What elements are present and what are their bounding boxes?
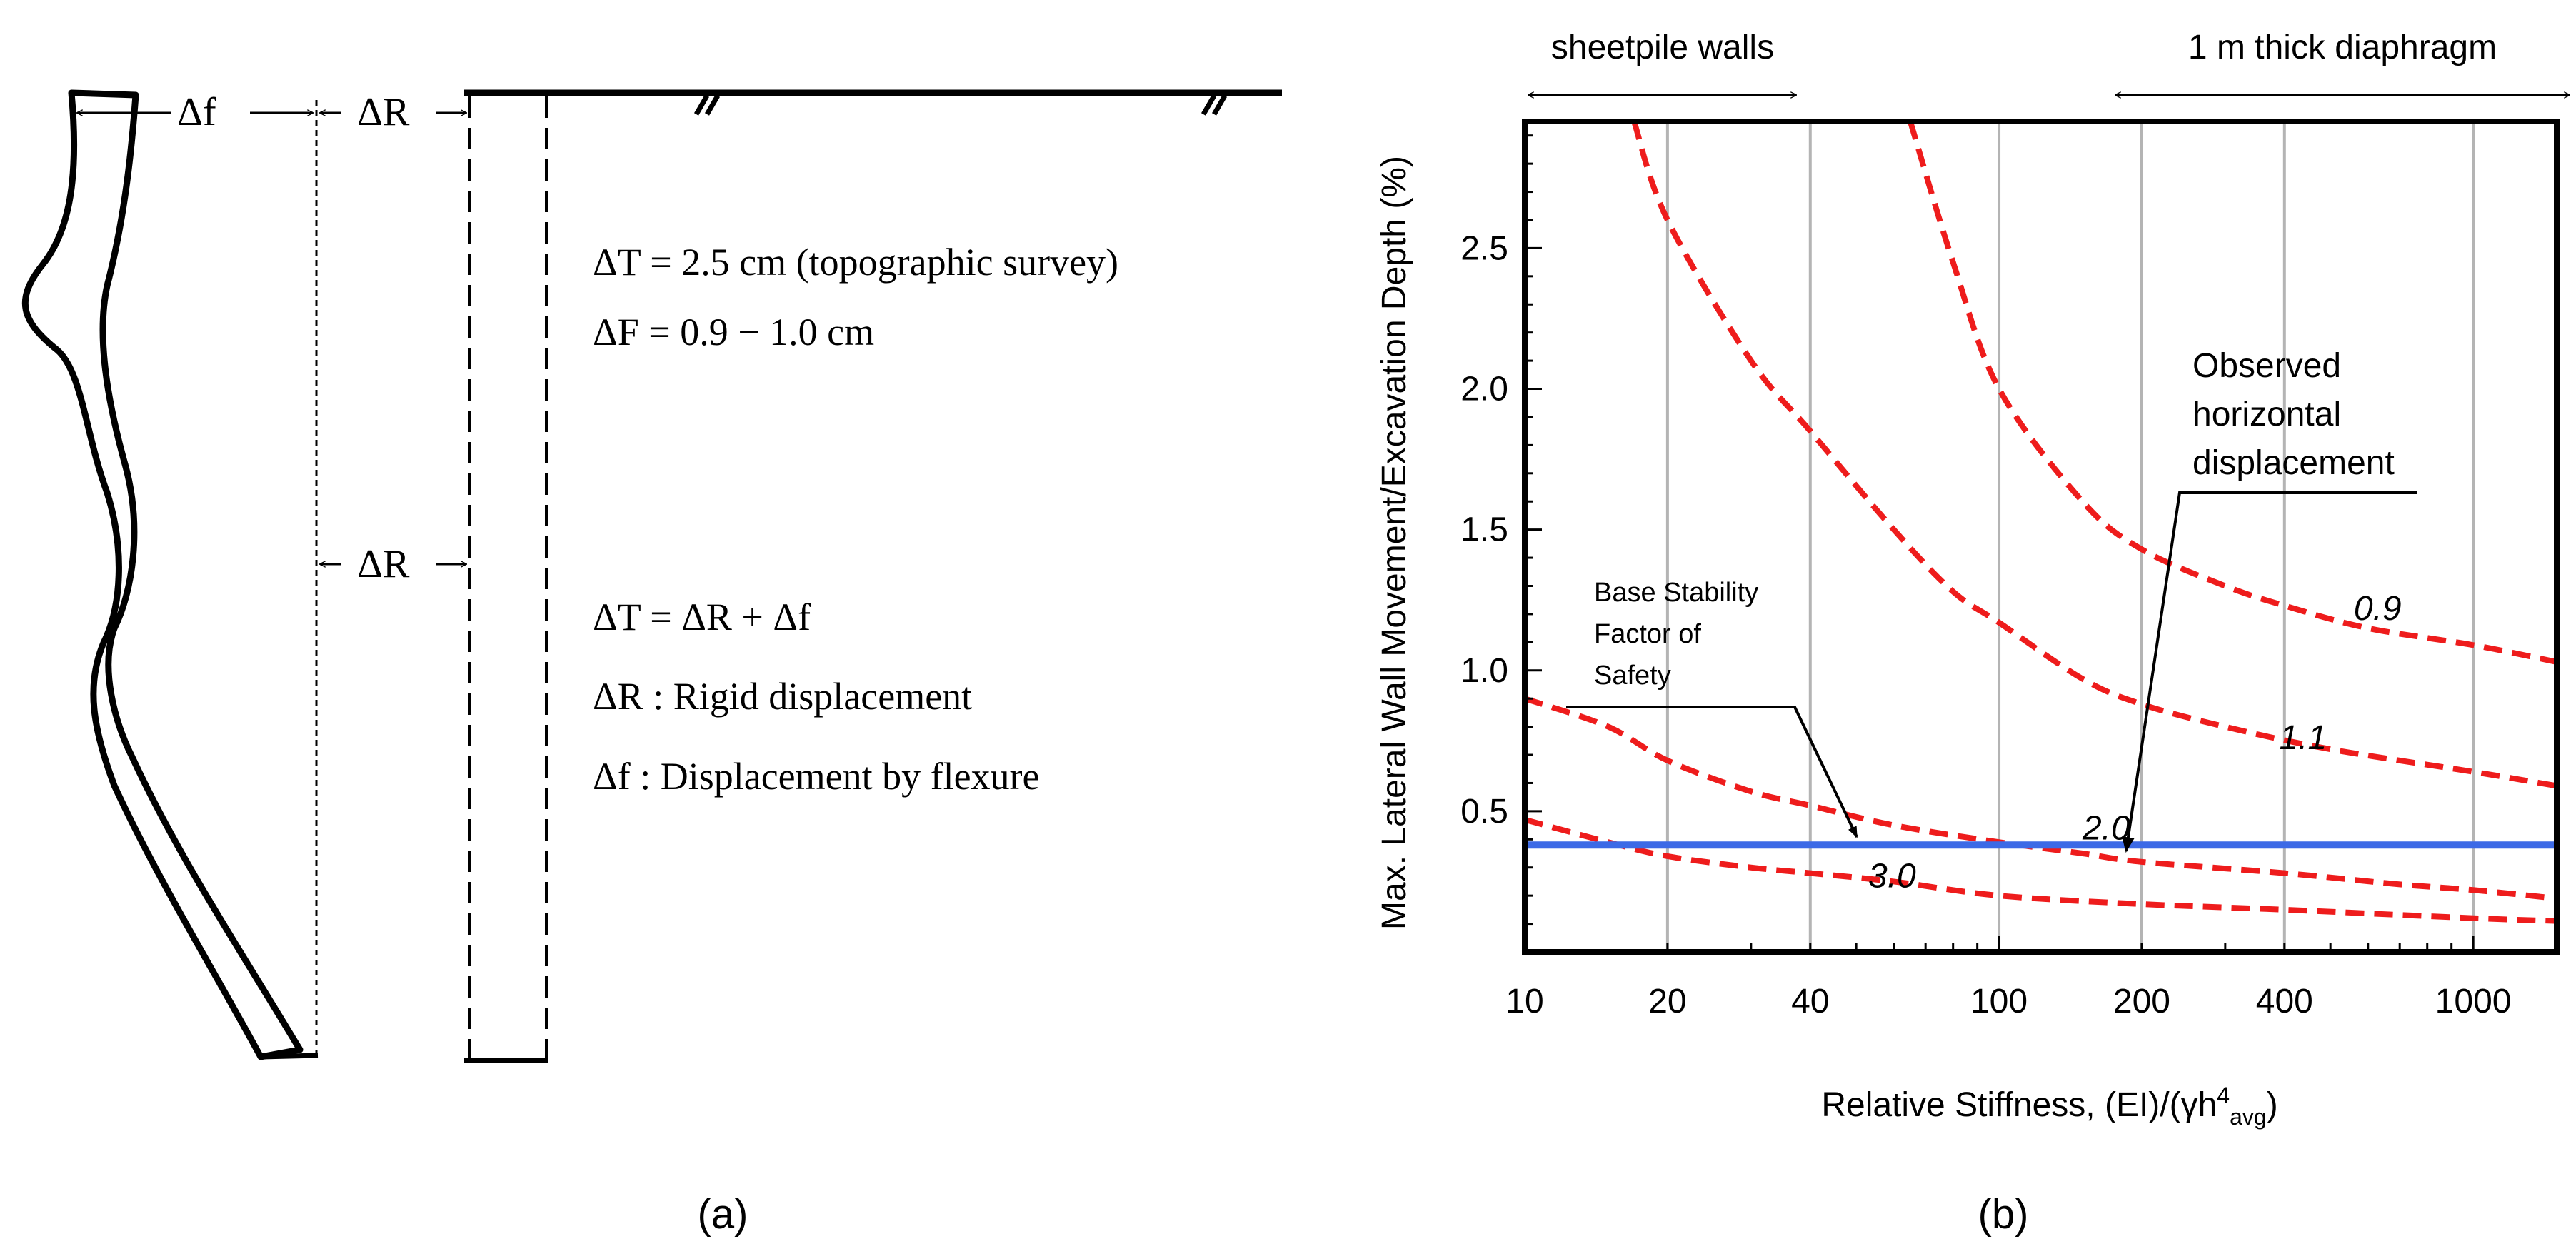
series-line-2-0: [1525, 696, 2557, 902]
fs-line-2: Factor of: [1594, 619, 1701, 649]
ground-hatch-2: [1201, 94, 1228, 116]
panel-b: sheetpile walls 1 m thick diaphragm Max.…: [1375, 29, 2570, 1238]
x-tick-label-40: 40: [1791, 983, 1829, 1020]
delta-r-top-label: ΔR: [357, 90, 410, 134]
y-tick-label-2.5: 2.5: [1460, 229, 1508, 267]
fs-line-1: Base Stability: [1594, 578, 1758, 608]
x-tick-label-200: 200: [2113, 983, 2170, 1020]
curve-labels-layer: 0.9 1.1 2.0 3.0: [1868, 590, 2402, 896]
y-tick-label-1: 1.0: [1460, 652, 1508, 690]
delta-r-mid-label: ΔR: [357, 542, 410, 586]
fs-line-3: Safety: [1594, 661, 1671, 691]
panel-a: Δf ΔR ΔR ΔT = 2.5 cm (topographic survey…: [21, 89, 1282, 1238]
eq-delta-t: ΔT = 2.5 cm (topographic survey): [593, 241, 1118, 284]
x-axis-label: Relative Stiffness, (EI)/(γh4avg): [1821, 1083, 2277, 1130]
series-line-3-0: [1525, 816, 2557, 924]
caption-b: (b): [1978, 1191, 2029, 1238]
series-line-1-1: [1631, 121, 2557, 789]
series-line-0-9: [1907, 121, 2557, 665]
x-tick-label-10: 10: [1505, 983, 1543, 1020]
observed-line-1: Observed: [2192, 347, 2341, 385]
observed-leader: [2122, 491, 2417, 853]
x-tick-label-100: 100: [1970, 983, 2028, 1020]
curve-label-2.0: 2.0: [2082, 809, 2130, 847]
y-tick-label-1.5: 1.5: [1460, 511, 1508, 549]
x-tick-label-1000: 1000: [2435, 983, 2512, 1020]
eq-flexure: Δf : Displacement by flexure: [593, 755, 1040, 798]
y-axis-label: Max. Lateral Wall Movement/Excavation De…: [1375, 156, 1413, 930]
fs-annotation: Base Stability Factor of Safety: [1594, 578, 1758, 691]
y-tick-label-0.5: 0.5: [1460, 793, 1508, 831]
curve-label-1.1: 1.1: [2280, 719, 2327, 757]
eq-delta-sum: ΔT = ΔR + Δf: [593, 596, 811, 638]
plot-frame: [1522, 119, 2560, 955]
delta-f-label: Δf: [177, 90, 216, 134]
eq-rigid: ΔR : Rigid displacement: [593, 675, 972, 718]
observed-annotation: Observed horizontal displacement: [2192, 347, 2395, 482]
fs-leader: [1566, 706, 1858, 838]
grid-layer: [1665, 121, 2475, 952]
series-layer: [1525, 121, 2557, 924]
deformed-wall-base: [260, 1053, 319, 1060]
x-tick-label-400: 400: [2256, 983, 2313, 1020]
x-tick-label-20: 20: [1648, 983, 1686, 1020]
sheetpile-range-label: sheetpile walls: [1551, 29, 1774, 66]
diaphragm-range-label: 1 m thick diaphragm: [2188, 29, 2497, 66]
observed-line-3: displacement: [2192, 444, 2395, 482]
deformed-wall: [21, 89, 304, 1060]
curve-label-0.9: 0.9: [2354, 590, 2402, 628]
caption-a: (a): [698, 1191, 748, 1238]
y-tick-label-2: 2.0: [1460, 371, 1508, 408]
ticks-layer: 10 20 40 100 200 400 1000 0.5 1.0 1.5 2.0 2.5: [1460, 134, 2512, 1020]
ground-hatch-1: [693, 94, 721, 116]
curve-label-3.0: 3.0: [1868, 857, 1916, 895]
observed-line-2: horizontal: [2192, 396, 2341, 433]
eq-delta-f-range: ΔF = 0.9 − 1.0 cm: [593, 311, 874, 353]
